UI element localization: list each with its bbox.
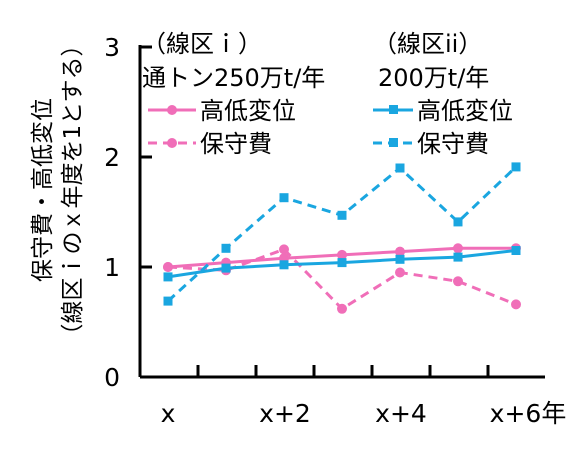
y-axis-title-line1: 保守費・高低変位: [30, 98, 56, 282]
data-point-marker: [395, 246, 405, 257]
data-point-marker: [163, 262, 173, 272]
data-point-marker: [395, 254, 405, 264]
plot-area: [163, 162, 521, 314]
data-point-marker: [337, 303, 347, 314]
legend-group-subheading: 通トン250万t/年: [142, 64, 325, 92]
y-tick-label: 2: [104, 143, 120, 172]
data-point-marker: [279, 193, 289, 203]
legend-entry-label: 保守費: [417, 130, 489, 158]
data-point-marker: [453, 252, 463, 262]
legend-group-subheading: 200万t/年: [378, 64, 489, 92]
data-point-marker: [511, 162, 521, 172]
y-tick-label: 0: [104, 363, 120, 392]
data-point-marker: [395, 163, 405, 173]
legend-marker: [167, 105, 177, 115]
legend-marker: [167, 138, 177, 148]
data-point-marker: [511, 246, 521, 255]
legend-marker: [389, 138, 398, 147]
data-point-marker: [279, 244, 289, 255]
data-point-marker: [337, 249, 347, 260]
legend: （線区ｉ） 通トン250万t/年 （線区ii） 200万t/年 高低変位 保守費…: [142, 30, 513, 158]
data-point-marker: [337, 210, 347, 220]
data-point-marker: [395, 267, 405, 278]
y-axis-title-line2: （線区ｉのｘ年度を1とする）: [60, 34, 86, 347]
legend-marker: [389, 105, 398, 114]
legend-entry-label: 高低変位: [200, 97, 296, 125]
data-point-marker: [511, 299, 521, 310]
data-point-marker: [163, 272, 173, 282]
x-tick-label: x+2: [259, 399, 311, 428]
legend-entry-label: 保守費: [200, 130, 272, 158]
data-point-marker: [221, 263, 231, 273]
data-point-marker: [337, 258, 347, 268]
legend-entry-label: 高低変位: [417, 97, 513, 125]
data-point-marker: [453, 243, 463, 254]
y-tick-label: 3: [104, 33, 120, 62]
data-point-marker: [279, 260, 289, 270]
data-point-marker: [453, 276, 463, 287]
legend-group-heading: （線区ｉ）: [142, 30, 262, 58]
series-line: [166, 165, 518, 303]
data-point-marker: [221, 243, 231, 253]
data-point-marker: [163, 296, 173, 306]
y-tick-label: 1: [104, 253, 120, 282]
legend-group-heading: （線区ii）: [373, 30, 482, 58]
data-point-marker: [453, 217, 463, 227]
x-tick-label: x: [161, 399, 176, 428]
x-tick-label: x+4: [375, 399, 427, 428]
x-tick-label: x+6年: [490, 399, 567, 428]
